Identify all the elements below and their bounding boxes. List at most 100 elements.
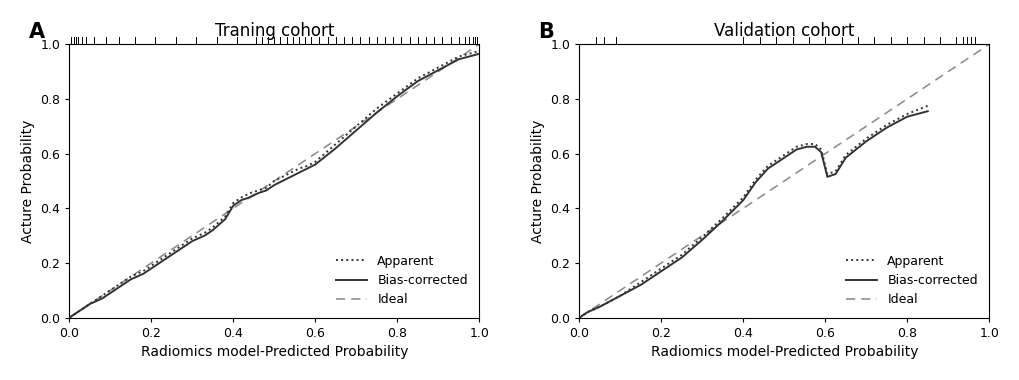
Y-axis label: Acture Probability: Acture Probability xyxy=(530,119,544,242)
Apparent xyxy=(252,188,264,193)
Apparent xyxy=(390,91,403,96)
Apparent xyxy=(104,288,116,293)
Bias-corrected xyxy=(800,144,812,149)
Apparent xyxy=(900,112,912,116)
Bias-corrected xyxy=(593,304,605,309)
Apparent xyxy=(581,310,593,314)
Bias-corrected xyxy=(207,228,219,233)
Line: Apparent: Apparent xyxy=(69,51,479,318)
X-axis label: Radiomics model-Predicted Probability: Radiomics model-Predicted Probability xyxy=(141,345,408,359)
Bias-corrected xyxy=(675,255,687,260)
Apparent xyxy=(84,302,96,306)
Apparent xyxy=(452,54,465,59)
Bias-corrected xyxy=(252,191,264,195)
Bias-corrected xyxy=(634,282,646,287)
Bias-corrected xyxy=(581,310,593,314)
Title: Validation cohort: Validation cohort xyxy=(713,22,854,40)
Bias-corrected xyxy=(284,174,297,179)
Bias-corrected xyxy=(199,233,211,238)
Bias-corrected xyxy=(828,172,841,176)
Bias-corrected xyxy=(777,155,790,160)
Apparent xyxy=(737,195,749,200)
Apparent xyxy=(199,231,211,235)
Apparent xyxy=(432,65,444,70)
Apparent xyxy=(153,258,165,263)
Apparent xyxy=(921,103,933,108)
Bias-corrected xyxy=(613,293,626,298)
Legend: Apparent, Bias-corrected, Ideal: Apparent, Bias-corrected, Ideal xyxy=(331,250,473,311)
Apparent xyxy=(178,242,191,246)
Bias-corrected xyxy=(921,109,933,114)
Bias-corrected xyxy=(96,296,108,301)
Bias-corrected xyxy=(116,282,128,287)
Apparent xyxy=(370,106,382,111)
Bias-corrected xyxy=(292,171,305,175)
Bias-corrected xyxy=(219,217,231,222)
Apparent xyxy=(777,153,790,157)
Bias-corrected xyxy=(309,162,321,167)
Apparent xyxy=(859,136,871,141)
Bias-corrected xyxy=(268,183,280,187)
Bias-corrected xyxy=(839,155,851,160)
Apparent xyxy=(412,76,424,81)
Bias-corrected xyxy=(104,291,116,295)
Apparent xyxy=(75,307,88,312)
Bias-corrected xyxy=(814,150,826,155)
Bias-corrected xyxy=(153,261,165,265)
Apparent xyxy=(96,293,108,298)
Apparent xyxy=(284,171,297,175)
Bias-corrected xyxy=(350,128,362,133)
Apparent xyxy=(63,315,75,320)
Apparent xyxy=(276,174,288,179)
Apparent xyxy=(124,274,137,279)
Apparent xyxy=(145,263,157,268)
Apparent xyxy=(879,123,892,127)
Apparent xyxy=(186,236,199,241)
Bias-corrected xyxy=(276,179,288,183)
Bias-corrected xyxy=(75,307,88,312)
Apparent xyxy=(292,166,305,171)
Bias-corrected xyxy=(145,266,157,271)
Apparent xyxy=(473,49,485,53)
Apparent xyxy=(839,153,851,157)
Apparent xyxy=(613,293,626,298)
Bias-corrected xyxy=(84,302,96,306)
Apparent xyxy=(749,177,761,182)
Bias-corrected xyxy=(452,57,465,62)
Apparent xyxy=(116,280,128,284)
Text: B: B xyxy=(538,22,553,43)
Bias-corrected xyxy=(761,166,773,171)
Legend: Apparent, Bias-corrected, Ideal: Apparent, Bias-corrected, Ideal xyxy=(841,250,982,311)
Bias-corrected xyxy=(63,315,75,320)
Line: Bias-corrected: Bias-corrected xyxy=(579,111,927,318)
Apparent xyxy=(219,214,231,219)
Apparent xyxy=(235,195,248,200)
Bias-corrected xyxy=(473,52,485,56)
Y-axis label: Acture Probability: Acture Probability xyxy=(20,119,35,242)
Bias-corrected xyxy=(186,239,199,243)
Apparent xyxy=(309,160,321,164)
Bias-corrected xyxy=(654,269,666,273)
Bias-corrected xyxy=(879,125,892,130)
Bias-corrected xyxy=(178,244,191,249)
Apparent xyxy=(675,252,687,257)
X-axis label: Radiomics model-Predicted Probability: Radiomics model-Predicted Probability xyxy=(650,345,917,359)
Apparent xyxy=(654,266,666,271)
Bias-corrected xyxy=(137,272,149,276)
Bias-corrected xyxy=(790,147,802,152)
Bias-corrected xyxy=(749,180,761,185)
Bias-corrected xyxy=(370,110,382,115)
Line: Bias-corrected: Bias-corrected xyxy=(69,54,479,318)
Apparent xyxy=(260,185,272,190)
Bias-corrected xyxy=(124,277,137,282)
Bias-corrected xyxy=(412,79,424,84)
Apparent xyxy=(790,144,802,149)
Apparent xyxy=(573,315,585,320)
Bias-corrected xyxy=(716,218,729,223)
Bias-corrected xyxy=(737,198,749,202)
Apparent xyxy=(67,313,79,317)
Bias-corrected xyxy=(859,139,871,144)
Bias-corrected xyxy=(244,195,256,200)
Apparent xyxy=(593,304,605,309)
Bias-corrected xyxy=(235,198,248,202)
